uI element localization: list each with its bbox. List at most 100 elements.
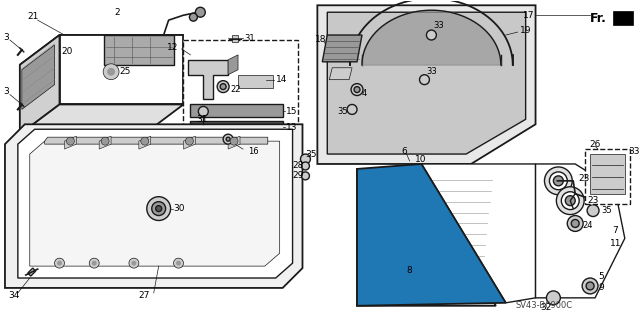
- Text: 10: 10: [415, 154, 426, 164]
- Circle shape: [567, 216, 583, 231]
- Text: 21: 21: [28, 12, 39, 21]
- Text: 3: 3: [3, 87, 9, 96]
- Text: 8: 8: [406, 266, 412, 275]
- Text: 9: 9: [598, 284, 604, 293]
- Polygon shape: [232, 35, 238, 42]
- Text: 35: 35: [337, 107, 348, 116]
- Polygon shape: [357, 164, 506, 306]
- Circle shape: [141, 137, 148, 145]
- Circle shape: [129, 258, 139, 268]
- Polygon shape: [104, 35, 173, 65]
- Polygon shape: [228, 55, 238, 75]
- Circle shape: [223, 134, 233, 144]
- Text: 33: 33: [433, 21, 444, 30]
- Polygon shape: [29, 141, 280, 266]
- FancyBboxPatch shape: [184, 40, 298, 154]
- Text: 3: 3: [3, 33, 9, 41]
- Text: 18: 18: [316, 35, 327, 44]
- Text: 23: 23: [578, 174, 589, 183]
- Text: 17: 17: [523, 11, 534, 20]
- Polygon shape: [139, 136, 151, 149]
- Polygon shape: [238, 75, 273, 88]
- Text: 7: 7: [612, 226, 618, 235]
- Circle shape: [347, 104, 357, 115]
- Text: 11: 11: [610, 239, 621, 248]
- Text: 32: 32: [541, 303, 552, 312]
- Circle shape: [226, 137, 230, 141]
- Polygon shape: [20, 35, 184, 65]
- Text: 26: 26: [589, 140, 600, 149]
- Circle shape: [198, 107, 208, 116]
- Circle shape: [545, 167, 572, 195]
- Polygon shape: [20, 35, 60, 134]
- Text: 31: 31: [244, 33, 255, 42]
- Circle shape: [354, 86, 360, 93]
- Circle shape: [92, 261, 97, 266]
- Polygon shape: [362, 10, 501, 65]
- Text: 25: 25: [119, 67, 131, 76]
- Text: 15: 15: [285, 107, 297, 116]
- Circle shape: [173, 258, 184, 268]
- Text: 28: 28: [292, 161, 304, 170]
- Circle shape: [152, 202, 166, 216]
- Text: 14: 14: [276, 75, 287, 84]
- Circle shape: [67, 137, 74, 145]
- Circle shape: [572, 219, 579, 227]
- Circle shape: [101, 137, 109, 145]
- Circle shape: [195, 7, 205, 17]
- Text: 35: 35: [305, 150, 317, 159]
- Polygon shape: [357, 169, 496, 306]
- Text: 27: 27: [139, 291, 150, 300]
- Circle shape: [176, 261, 181, 266]
- Circle shape: [565, 196, 575, 206]
- Polygon shape: [329, 68, 352, 80]
- Circle shape: [186, 137, 193, 145]
- FancyBboxPatch shape: [585, 149, 630, 204]
- Polygon shape: [5, 124, 303, 288]
- Polygon shape: [536, 164, 625, 298]
- Text: 24: 24: [582, 221, 593, 230]
- Circle shape: [131, 261, 136, 266]
- Polygon shape: [22, 45, 54, 109]
- Circle shape: [189, 13, 197, 21]
- Polygon shape: [20, 104, 184, 134]
- Text: 20: 20: [61, 48, 73, 56]
- Polygon shape: [191, 104, 283, 117]
- Circle shape: [426, 30, 436, 40]
- Text: 13: 13: [285, 123, 297, 132]
- Polygon shape: [327, 12, 525, 154]
- Circle shape: [57, 261, 62, 266]
- Text: 16: 16: [248, 146, 259, 156]
- Circle shape: [230, 137, 238, 145]
- Text: 19: 19: [520, 26, 531, 34]
- Text: 30: 30: [173, 204, 185, 213]
- Polygon shape: [45, 137, 268, 144]
- Polygon shape: [28, 268, 36, 276]
- Text: 33: 33: [426, 67, 437, 76]
- Polygon shape: [65, 136, 76, 149]
- Circle shape: [351, 84, 363, 95]
- Circle shape: [54, 258, 65, 268]
- Text: SV43-B0900C: SV43-B0900C: [516, 301, 573, 310]
- Polygon shape: [323, 35, 362, 62]
- Text: 2: 2: [114, 8, 120, 17]
- Circle shape: [549, 172, 567, 190]
- Text: 29: 29: [292, 171, 304, 180]
- Circle shape: [586, 282, 594, 290]
- Polygon shape: [188, 60, 228, 100]
- Polygon shape: [422, 164, 536, 303]
- Text: 22: 22: [230, 85, 241, 94]
- Circle shape: [220, 84, 226, 90]
- Polygon shape: [590, 154, 625, 194]
- Text: 12: 12: [166, 43, 178, 52]
- Text: 4: 4: [362, 89, 367, 98]
- Polygon shape: [18, 129, 292, 278]
- Circle shape: [556, 187, 584, 215]
- Circle shape: [587, 204, 599, 217]
- Polygon shape: [228, 136, 240, 149]
- FancyBboxPatch shape: [613, 11, 633, 25]
- Circle shape: [547, 291, 561, 305]
- Polygon shape: [191, 121, 283, 133]
- Circle shape: [217, 81, 229, 93]
- Polygon shape: [60, 35, 184, 104]
